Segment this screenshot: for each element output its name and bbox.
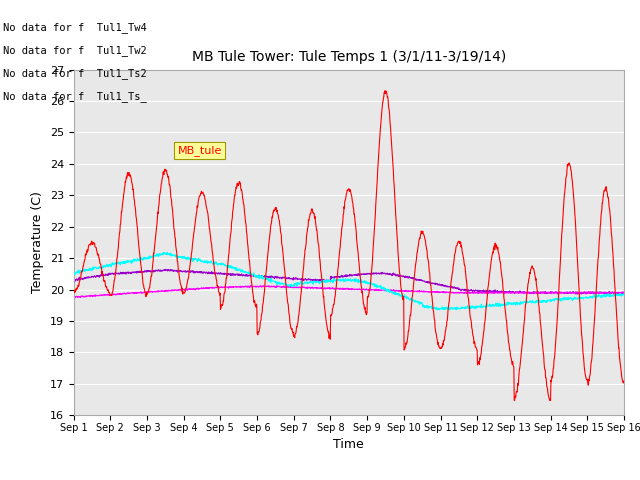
X-axis label: Time: Time: [333, 438, 364, 451]
Title: MB Tule Tower: Tule Temps 1 (3/1/11-3/19/14): MB Tule Tower: Tule Temps 1 (3/1/11-3/19…: [191, 50, 506, 64]
Text: No data for f  Tul1_Ts2: No data for f Tul1_Ts2: [3, 68, 147, 79]
Text: MB_tule: MB_tule: [178, 145, 222, 156]
Text: No data for f  Tul1_Tw2: No data for f Tul1_Tw2: [3, 45, 147, 56]
Text: No data for f  Tul1_Ts_: No data for f Tul1_Ts_: [3, 91, 147, 102]
Y-axis label: Temperature (C): Temperature (C): [31, 192, 44, 293]
Text: No data for f  Tul1_Tw4: No data for f Tul1_Tw4: [3, 22, 147, 33]
